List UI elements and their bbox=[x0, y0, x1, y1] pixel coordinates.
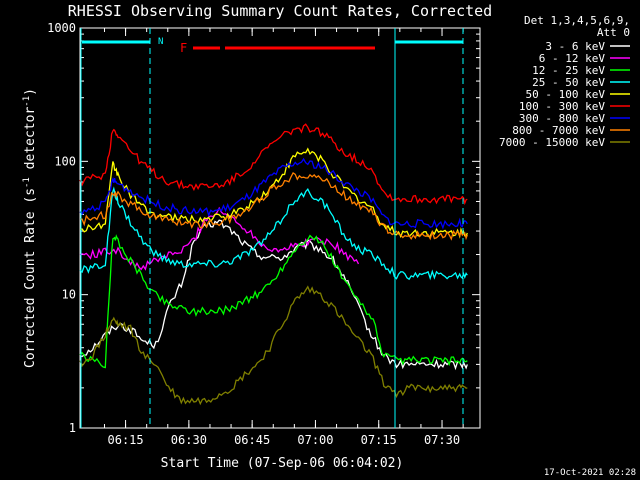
legend-label: 100 - 300 keV bbox=[519, 100, 605, 113]
series-line-7000-15000keV bbox=[79, 285, 468, 406]
x-tick-label: 07:00 bbox=[297, 433, 333, 447]
series-line-25-50keV bbox=[79, 186, 468, 281]
legend-label: 12 - 25 keV bbox=[532, 64, 605, 77]
y-tick-label: 1000 bbox=[47, 21, 76, 35]
x-tick-label: 06:45 bbox=[234, 433, 270, 447]
night-label: N bbox=[158, 37, 163, 47]
legend-label: 7000 - 15000 keV bbox=[499, 136, 605, 149]
legend-label: 6 - 12 keV bbox=[539, 52, 606, 65]
legend-label: 3 - 6 keV bbox=[545, 40, 605, 53]
x-tick-label: 06:15 bbox=[108, 433, 144, 447]
series-line-12-25keV bbox=[79, 234, 468, 369]
x-tick-label: 07:30 bbox=[424, 433, 460, 447]
chart-title: RHESSI Observing Summary Count Rates, Co… bbox=[68, 2, 492, 20]
series-line-6-12keV bbox=[79, 206, 360, 271]
legend-label: 25 - 50 keV bbox=[532, 76, 605, 89]
legend-header-line1: Det 1,3,4,5,6,9, bbox=[524, 14, 630, 27]
y-axis-label: Corrected Count Rate (s-1 detector-1) bbox=[22, 88, 38, 368]
series-layer bbox=[79, 123, 468, 406]
series-line-3-6keV bbox=[79, 219, 468, 371]
y-tick-label: 100 bbox=[54, 154, 76, 168]
series-line-100-300keV bbox=[79, 123, 468, 206]
legend-label: 50 - 100 keV bbox=[526, 88, 606, 101]
y-tick-label: 10 bbox=[62, 288, 76, 302]
series-line-300-800keV bbox=[79, 157, 468, 230]
legend-label: 300 - 800 keV bbox=[519, 112, 605, 125]
legend-label: 800 - 7000 keV bbox=[512, 124, 605, 137]
series-line-800-7000keV bbox=[79, 171, 468, 241]
footer-timestamp: 17-Oct-2021 02:28 bbox=[544, 468, 636, 478]
plot-frame bbox=[79, 27, 481, 429]
x-tick-label: 06:30 bbox=[171, 433, 207, 447]
y-tick-label: 1 bbox=[69, 421, 76, 435]
legend-header-line2: Att 0 bbox=[597, 26, 630, 39]
y-axis: 1 10 100 1000 bbox=[47, 21, 480, 435]
x-axis-label: Start Time (07-Sep-06 06:04:02) bbox=[161, 456, 404, 471]
x-tick-label: 07:15 bbox=[361, 433, 397, 447]
flare-label: F bbox=[180, 41, 187, 55]
